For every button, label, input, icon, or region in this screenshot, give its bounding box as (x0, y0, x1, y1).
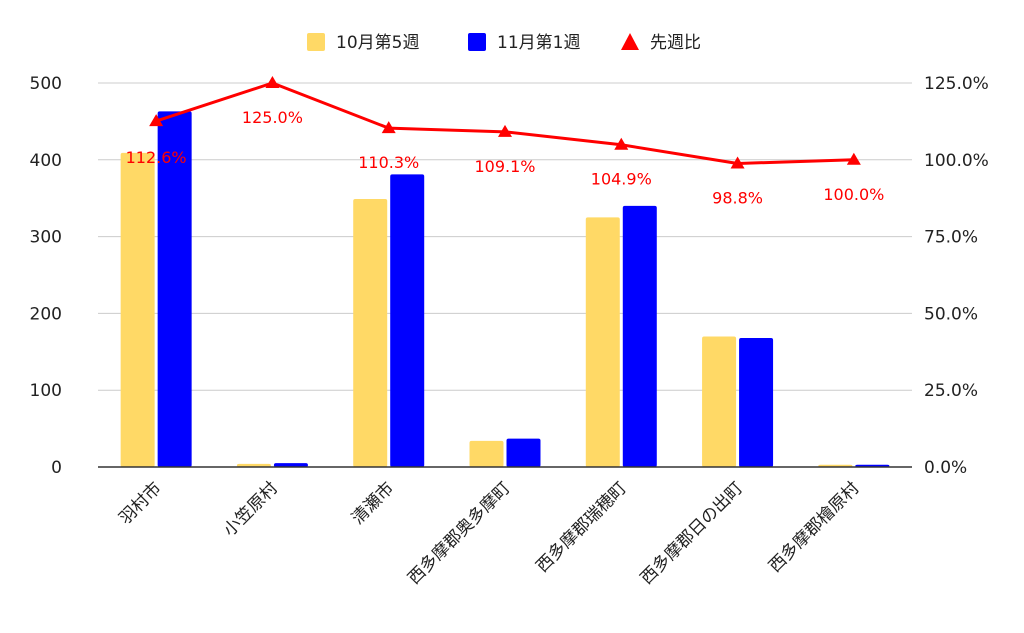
category-label: 西多摩郡日の出町 (637, 478, 747, 588)
left-tick-label: 400 (30, 151, 62, 171)
ratio-marker-triangle (265, 76, 280, 88)
bar-oct-week5 (236, 463, 271, 467)
bar-nov-week1 (622, 205, 657, 467)
legend-label: 10月第5週 (336, 33, 419, 53)
left-tick-label: 100 (30, 381, 62, 401)
right-tick-label: 75.0% (924, 228, 978, 248)
ratio-marker-triangle (614, 137, 629, 150)
ratio-marker-triangle (149, 114, 164, 127)
legend-label: 先週比 (650, 33, 701, 53)
category-label: 羽村市 (115, 478, 165, 528)
ratio-marker-triangle (730, 156, 745, 169)
ratio-line: 112.6% 125.0% 110.3% 109.1% 104.9% 98.8% 100.0… (126, 76, 884, 207)
ratio-marker-triangle (381, 121, 396, 134)
category-label: 小笠原村 (220, 478, 282, 540)
category-label: 西多摩郡檜原村 (764, 478, 863, 577)
bars (120, 111, 890, 467)
bar-nov-week1 (273, 463, 308, 467)
ratio-data-label: 109.1% (474, 157, 535, 176)
legend-swatch (468, 33, 486, 51)
ratio-data-label: 98.8% (712, 188, 763, 207)
bar-nov-week1 (390, 174, 425, 467)
ratio-marker-triangle (846, 152, 861, 165)
category-label: 西多摩郡奥多摩町 (404, 478, 514, 588)
right-tick-label: 25.0% (924, 381, 978, 401)
left-tick-label: 300 (30, 228, 62, 248)
legend-label: 11月第1週 (497, 33, 580, 53)
left-tick-label: 200 (30, 304, 62, 324)
ratio-data-label: 112.6% (126, 148, 187, 167)
bar-nov-week1 (157, 111, 192, 467)
legend-marker-triangle (621, 33, 639, 50)
left-tick-label: 500 (30, 74, 62, 94)
ratio-data-label: 100.0% (823, 185, 884, 204)
ratio-data-label: 104.9% (591, 170, 652, 189)
ratio-marker-triangle (498, 124, 512, 137)
legend: 10月第5週 11月第1週 先週比 (307, 33, 701, 53)
legend-swatch (307, 33, 325, 51)
category-label: 西多摩郡瑞穂町 (533, 478, 631, 576)
left-tick-label: 0 (51, 458, 62, 478)
right-tick-label: 125.0% (924, 74, 989, 94)
bar-oct-week5 (702, 336, 737, 467)
bar-nov-week1 (506, 438, 541, 467)
bar-nov-week1 (739, 337, 774, 467)
gridlines (98, 82, 912, 391)
right-tick-label: 0.0% (924, 458, 967, 478)
ratio-data-label: 110.3% (358, 153, 419, 172)
bar-oct-week5 (120, 152, 155, 467)
bar-oct-week5 (585, 217, 620, 467)
ratio-data-label: 125.0% (242, 108, 303, 127)
bar-oct-week5 (353, 198, 388, 467)
category-label: 清瀬市 (348, 478, 398, 528)
bar-oct-week5 (469, 440, 504, 467)
right-tick-label: 50.0% (924, 304, 978, 324)
right-tick-label: 100.0% (924, 151, 989, 171)
